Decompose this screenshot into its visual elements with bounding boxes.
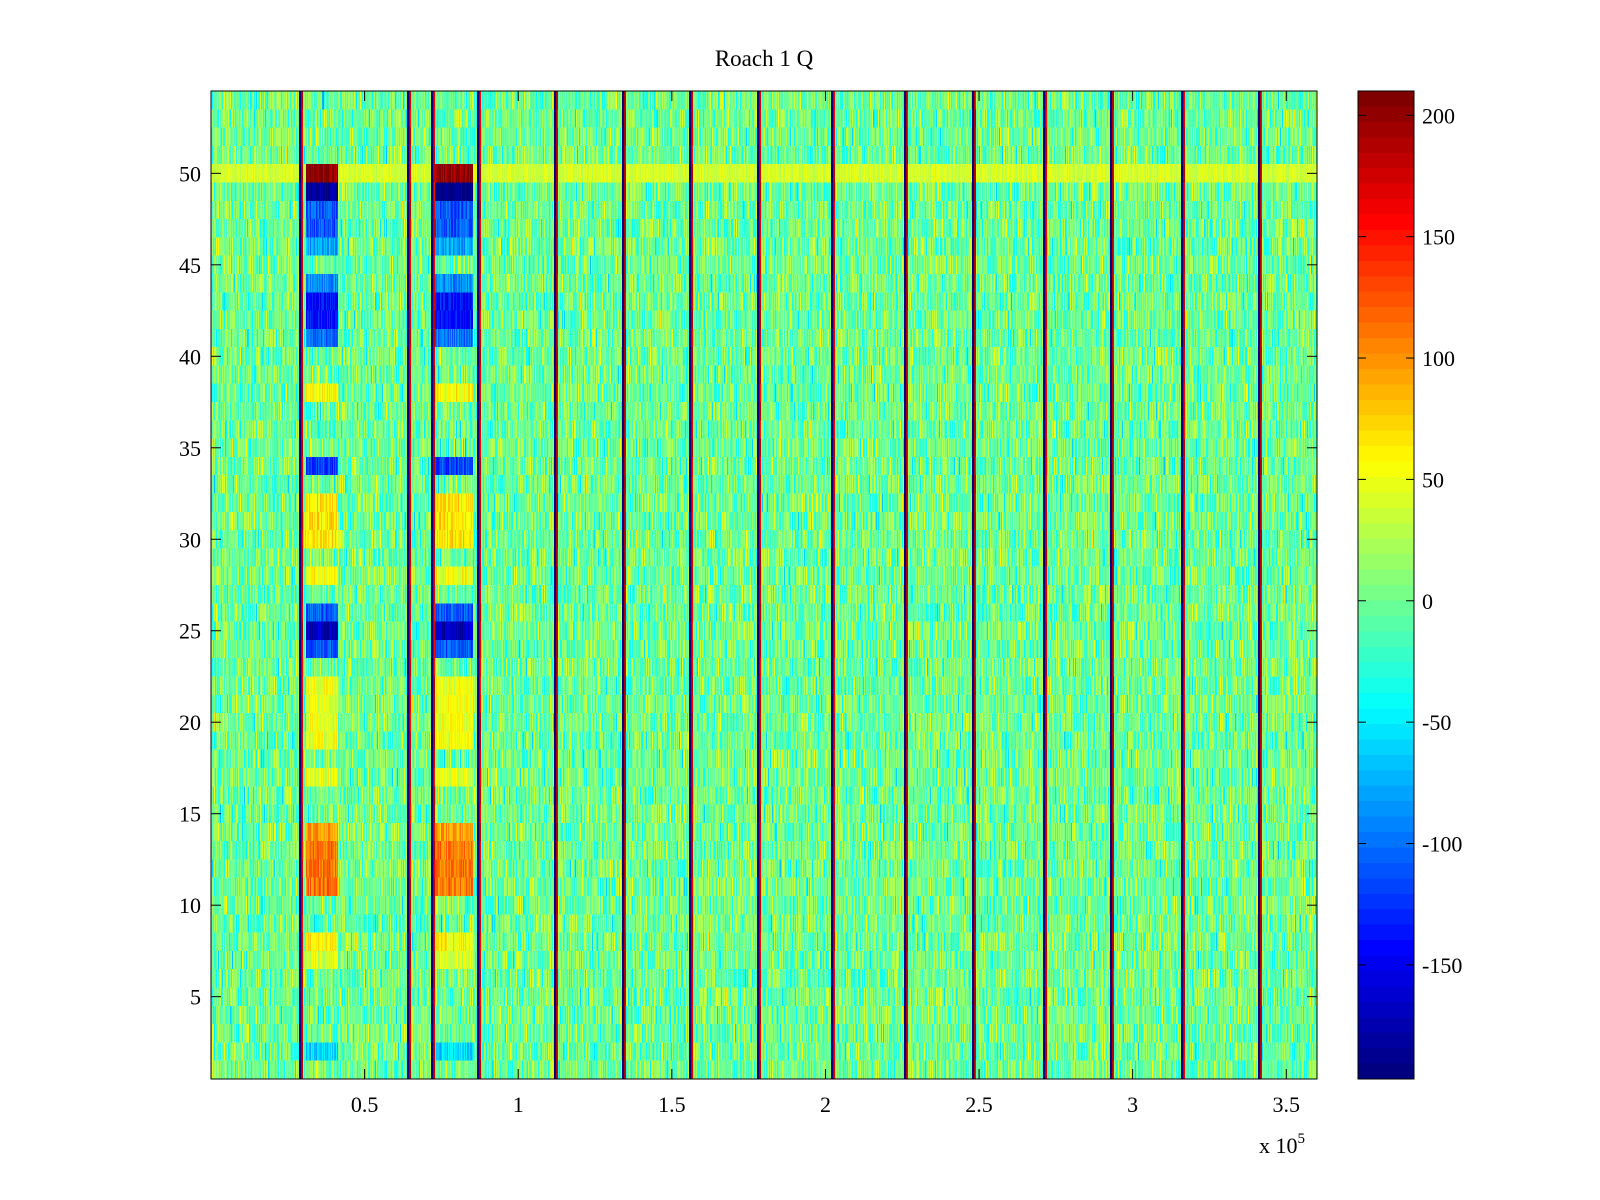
colorbar-tick-label: 200 (1422, 103, 1455, 128)
y-tick-label: 5 (190, 985, 201, 1010)
x-tick-label: 1.5 (658, 1092, 686, 1117)
colorbar-tick-label: 0 (1422, 589, 1433, 614)
y-tick-label: 50 (179, 161, 201, 186)
x-tick-label: 1 (513, 1092, 524, 1117)
heatmap-image (211, 91, 1317, 1079)
x-exponent-label: x 105 (1259, 1131, 1305, 1158)
y-tick-label: 45 (179, 253, 201, 278)
colorbar-axis: 200 150 100 50 0 -50 -100 -150 (1358, 103, 1462, 978)
colorbar-tick-label: 150 (1422, 225, 1455, 250)
y-tick-label: 40 (179, 344, 201, 369)
colorbar-tick-label: 100 (1422, 346, 1455, 371)
colorbar-image (1358, 91, 1414, 1079)
chart-title: Roach 1 Q (715, 46, 814, 71)
y-tick-label: 25 (179, 619, 201, 644)
y-tick-label: 30 (179, 527, 201, 552)
colorbar-tick-label: -100 (1422, 832, 1462, 857)
y-tick-label: 15 (179, 802, 201, 827)
x-tick-label: 3 (1127, 1092, 1138, 1117)
colorbar-tick-label: 50 (1422, 467, 1444, 492)
plot-frame (210, 90, 1318, 1080)
x-tick-label: 2 (820, 1092, 831, 1117)
colorbar-tick-label: -50 (1422, 710, 1451, 735)
y-tick-label: 35 (179, 436, 201, 461)
y-tick-label: 10 (179, 893, 201, 918)
colorbar-tick-label: -150 (1422, 953, 1462, 978)
x-tick-label: 0.5 (351, 1092, 379, 1117)
colorbar-frame (1357, 90, 1415, 1080)
y-tick-label: 20 (179, 710, 201, 735)
x-tick-label: 2.5 (965, 1092, 993, 1117)
x-axis: 0.5 1 1.5 2 2.5 3 3.5 (351, 91, 1300, 1117)
y-axis: 5 10 15 20 25 30 35 40 45 50 (179, 161, 1317, 1010)
x-tick-label: 3.5 (1273, 1092, 1301, 1117)
